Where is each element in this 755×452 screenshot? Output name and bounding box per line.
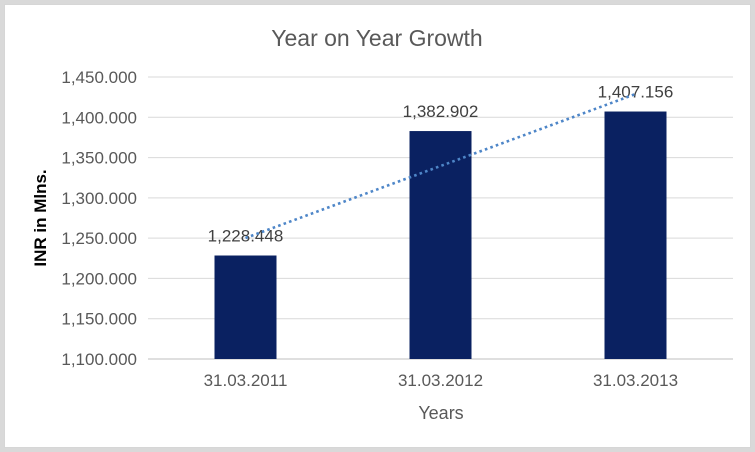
x-axis-tick-labels: 31.03.2011 31.03.2012 31.03.2013 <box>204 371 678 390</box>
data-labels: 1,228.448 1,382.902 1,407.156 <box>208 83 674 246</box>
bar-31-03-2013[interactable] <box>604 111 667 359</box>
bar-series[interactable] <box>214 111 667 359</box>
y-axis-tick-label: 1,250.000 <box>61 229 137 248</box>
y-axis-tick-label: 1,400.000 <box>61 108 137 127</box>
data-label: 1,382.902 <box>403 102 479 121</box>
y-axis-tick-label: 1,100.000 <box>61 350 137 369</box>
bar-31-03-2012[interactable] <box>409 131 472 359</box>
bar-31-03-2011[interactable] <box>214 255 277 359</box>
data-label: 1,228.448 <box>208 227 284 246</box>
x-axis-tick-label: 31.03.2012 <box>398 371 483 390</box>
y-axis-tick-label: 1,300.000 <box>61 189 137 208</box>
y-axis-tick-label: 1,350.000 <box>61 149 137 168</box>
y-axis-title[interactable]: INR in Mlns. <box>31 169 50 266</box>
data-label: 1,407.156 <box>598 83 674 102</box>
y-axis-tick-labels: 1,100.000 1,150.000 1,200.000 1,250.000 1,30… <box>61 68 137 369</box>
x-axis-tick-label: 31.03.2013 <box>593 371 678 390</box>
chart-title[interactable]: Year on Year Growth <box>271 25 482 51</box>
y-axis-tick-label: 1,150.000 <box>61 310 137 329</box>
x-axis-tick-label: 31.03.2011 <box>204 371 288 390</box>
y-axis-tick-label: 1,200.000 <box>61 269 137 288</box>
y-axis-tick-label: 1,450.000 <box>61 68 137 87</box>
x-axis-title[interactable]: Years <box>418 403 463 423</box>
